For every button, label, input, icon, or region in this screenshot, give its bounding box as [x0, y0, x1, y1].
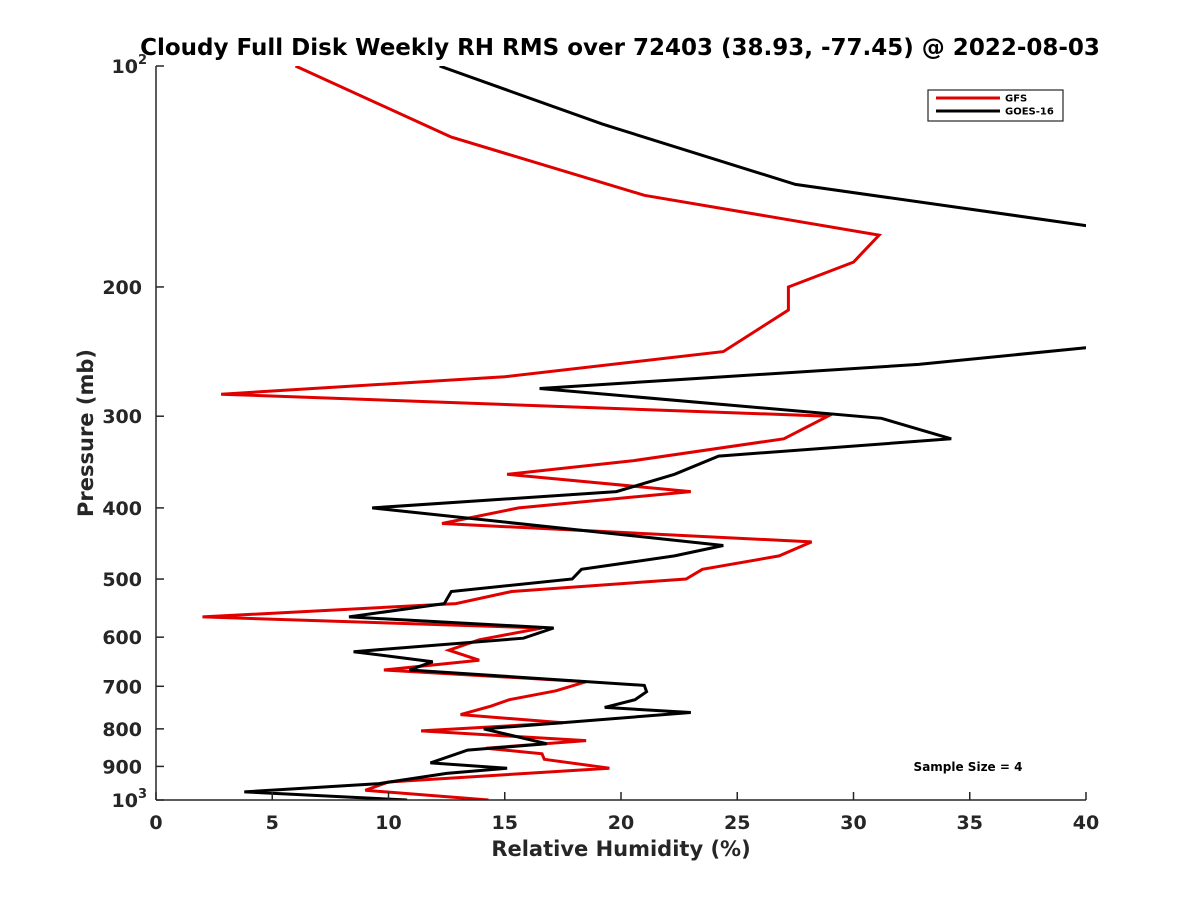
- chart-title: Cloudy Full Disk Weekly RH RMS over 7240…: [140, 35, 1100, 61]
- y-tick-label: 102: [112, 53, 148, 78]
- legend-label: GFS: [1005, 94, 1027, 105]
- x-tick-label: 30: [840, 812, 866, 834]
- x-tick-label: 35: [957, 812, 983, 834]
- y-tick-label: 400: [102, 498, 142, 520]
- series-line-goes-16: [244, 66, 1086, 800]
- y-axis-label: Pressure (mb): [74, 349, 98, 517]
- x-tick-label: 15: [492, 812, 518, 834]
- x-tick-label: 10: [375, 812, 401, 834]
- legend: GFS GOES-16: [927, 89, 1064, 122]
- y-tick-label: 800: [102, 719, 142, 741]
- y-tick-label: 600: [102, 627, 142, 649]
- y-tick-label: 900: [102, 756, 142, 778]
- y-tick-label: 103: [112, 787, 148, 812]
- legend-label: GOES-16: [1005, 107, 1054, 118]
- y-tick-label: 200: [102, 277, 142, 299]
- axes: 0 5 10 15 20 25 30 35 40 102 200 300 400 500 600 700 800…: [102, 53, 1099, 834]
- y-tick-label: 700: [102, 676, 142, 698]
- x-tick-label: 5: [266, 812, 279, 834]
- x-tick-label: 0: [149, 812, 162, 834]
- x-tick-label: 40: [1073, 812, 1099, 834]
- x-tick-label: 20: [608, 812, 634, 834]
- y-tick-label: 300: [102, 406, 142, 428]
- series-line-gfs: [202, 66, 883, 800]
- legend-box: [927, 89, 1064, 122]
- sample-size-annotation: Sample Size = 4: [914, 760, 1023, 774]
- plot-area: [202, 66, 1086, 800]
- x-tick-label: 25: [724, 812, 750, 834]
- y-tick-label: 500: [102, 569, 142, 591]
- x-axis-label: Relative Humidity (%): [491, 837, 750, 861]
